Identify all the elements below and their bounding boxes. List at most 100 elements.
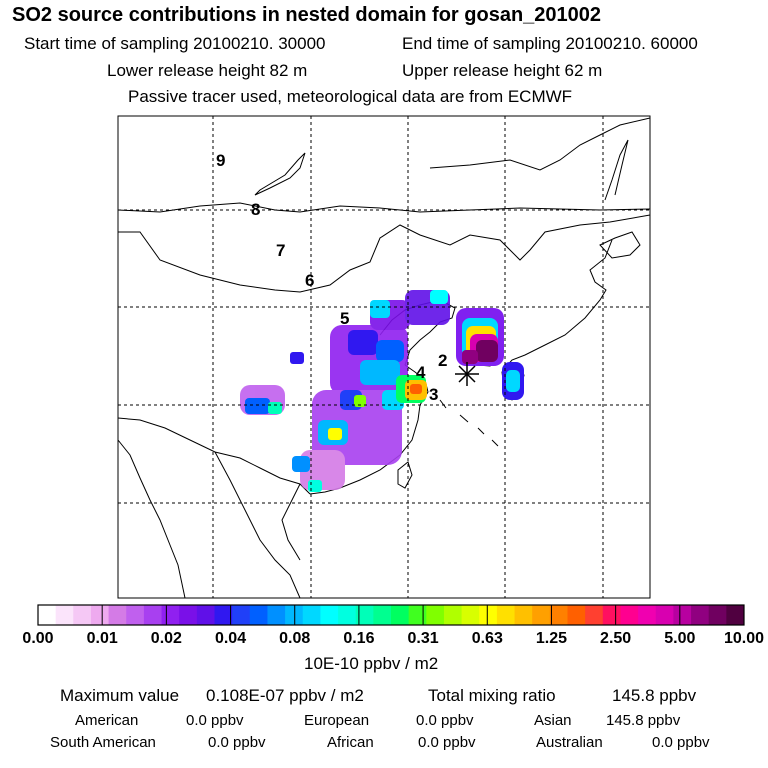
total-mixing-label: Total mixing ratio (428, 686, 556, 705)
colorbar-tick-label: 0.31 (407, 630, 439, 647)
coastlines (117, 117, 651, 599)
colorbar-cell (338, 605, 357, 625)
total-mixing-value: 145.8 ppbv (612, 686, 697, 705)
coast-northeast (429, 117, 651, 171)
colorbar-cell (373, 605, 392, 625)
colorbar-cell (126, 605, 145, 625)
source-name-asian: Asian (534, 712, 572, 729)
colorbar-cell (302, 605, 321, 625)
coastline-mid (118, 214, 651, 293)
colorbar-cell (602, 605, 621, 625)
colorbar-cell (567, 605, 586, 625)
colorbar-cell (285, 605, 304, 625)
colorbar-frame (37, 604, 745, 626)
colorbar-cell (232, 605, 251, 625)
colorbar-tick-label: 0.08 (279, 630, 311, 647)
trajectory-labels: 2 3 4 5 6 7 8 9 (216, 151, 447, 404)
korea-hotspot (456, 308, 504, 366)
colorbar-cell (267, 605, 286, 625)
colorbar-cell (673, 605, 692, 625)
start-time-label: Start time of sampling 20100210. 30000 (24, 34, 326, 53)
source-name-european: European (304, 712, 370, 729)
max-value: 0.108E-07 ppbv / m2 (206, 686, 364, 705)
lower-height-label: Lower release height 82 m (107, 61, 308, 80)
source-value-australian: 0.0 ppbv (652, 734, 710, 751)
colorbar-cell (90, 605, 110, 625)
colorbar-cell (708, 605, 727, 625)
colorbar-cell (585, 605, 604, 625)
colorbar-cell (461, 605, 480, 625)
colorbar-tick-label: 0.04 (214, 630, 247, 647)
colorbar-cell (73, 605, 92, 625)
colorbar-cell (108, 605, 127, 625)
tracer-note: Passive tracer used, meteorological data… (128, 87, 573, 106)
colorbar-cell (320, 605, 339, 625)
receptor-marker (455, 362, 479, 386)
colorbar-cell (143, 605, 163, 625)
trajectory-label: 8 (251, 200, 260, 219)
source-name-african: African (327, 734, 374, 751)
source-name-south-american: South American (50, 734, 156, 751)
coast-taiwan (397, 461, 413, 489)
coast-indochina (214, 451, 301, 599)
colorbar-cell (196, 605, 215, 625)
colorbar-tick-label: 0.00 (22, 630, 54, 647)
coast-hokkaido (599, 231, 641, 259)
colorbar-cell (479, 605, 498, 625)
colorbar-cell (496, 605, 516, 625)
colorbar-tick-label: 0.63 (471, 630, 503, 647)
colorbar-cell (514, 605, 533, 625)
source-value-asian: 145.8 ppbv (606, 712, 681, 729)
trajectory-label: 5 (340, 309, 349, 328)
source-contribution-field (240, 290, 524, 492)
colorbar-cell (443, 605, 463, 625)
trajectory-label: 6 (305, 271, 314, 290)
lat-lon-grid (118, 116, 650, 598)
colorbar-cell (179, 605, 198, 625)
source-value-american: 0.0 ppbv (186, 712, 244, 729)
end-time-label: End time of sampling 20100210. 60000 (402, 34, 698, 53)
colorbar-tick-label: 2.50 (600, 630, 632, 647)
coastal-hotspot (396, 375, 427, 403)
colorbar-tick-label: 0.16 (343, 630, 375, 647)
colorbar-cell (355, 605, 374, 625)
max-value-label: Maximum value (60, 686, 180, 705)
chart-title: SO2 source contributions in nested domai… (12, 4, 602, 26)
colorbar-dividers (101, 605, 681, 625)
coast-sakhalin (604, 139, 629, 201)
colorbar-cell (214, 605, 233, 625)
trajectory-label: 9 (216, 151, 225, 170)
colorbar-cell (726, 605, 745, 625)
colorbar-units: 10E-10 ppbv / m2 (304, 654, 439, 673)
coast-japan-honshu (504, 239, 613, 369)
coastline-north (117, 202, 651, 213)
colorbar-tick-label: 5.00 (664, 630, 696, 647)
coast-india-east (117, 439, 186, 599)
map-frame (117, 115, 651, 599)
colorbar-cell (532, 605, 551, 625)
colorbar-tick-label: 0.02 (150, 630, 182, 647)
colorbar-cell (655, 605, 674, 625)
coast-south-china (117, 417, 311, 495)
baikal-lake (254, 152, 306, 196)
colorbar-cell (249, 605, 268, 625)
japan-hotspot (502, 362, 524, 400)
colorbar-cell (55, 605, 74, 625)
colorbar-cell (620, 605, 639, 625)
trajectory-label: 4 (416, 363, 426, 382)
colorbar-cell (638, 605, 657, 625)
colorbar-cell (391, 605, 410, 625)
colorbar-cells (38, 605, 745, 625)
source-name-australian: Australian (536, 734, 603, 751)
trajectory-label: 2 (438, 351, 447, 370)
source-value-south-american: 0.0 ppbv (208, 734, 266, 751)
trajectory-label: 3 (429, 385, 438, 404)
colorbar-tick-label: 0.01 (86, 630, 118, 647)
source-value-african: 0.0 ppbv (418, 734, 476, 751)
upper-height-label: Upper release height 62 m (402, 61, 603, 80)
source-name-american: American (75, 712, 139, 729)
colorbar-cell (549, 605, 568, 625)
colorbar-cell (408, 605, 427, 625)
